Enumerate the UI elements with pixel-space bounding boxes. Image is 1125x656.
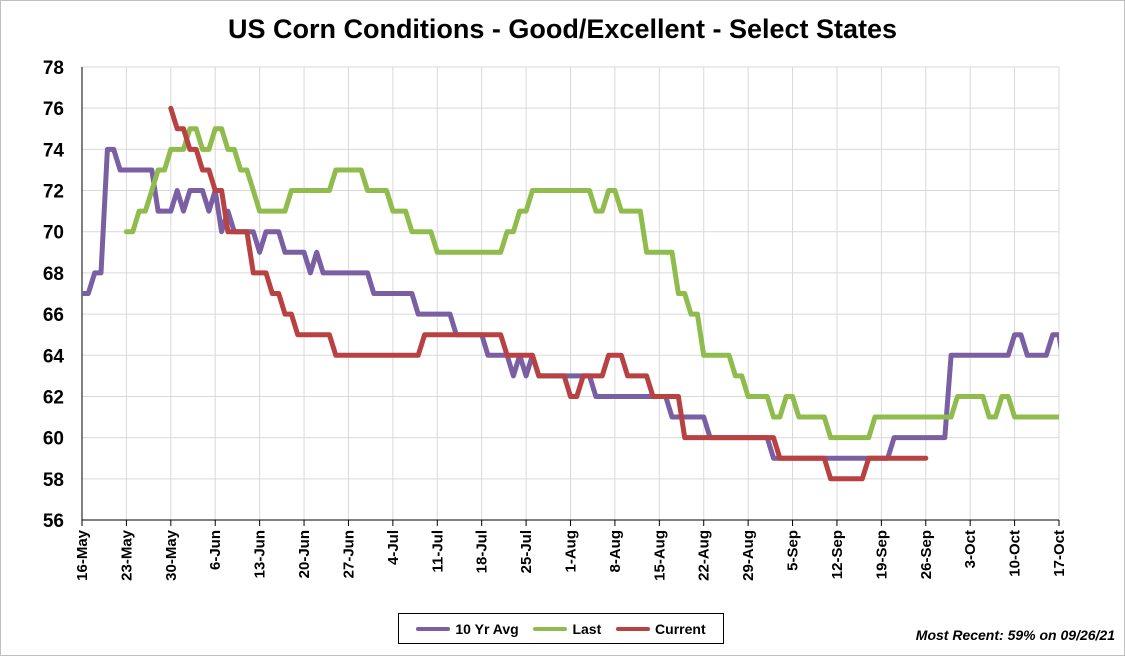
legend: 10 Yr Avg Last Current [398, 613, 724, 644]
x-tick-label: 15-Aug [651, 530, 668, 581]
legend-entry-current: Current [616, 621, 706, 637]
x-tick-label: 30-May [163, 529, 180, 581]
y-tick-label: 76 [43, 99, 64, 120]
y-tick-labels: 56 58 60 62 64 66 68 70 72 74 76 78 [43, 58, 65, 532]
y-tick-label: 70 [43, 223, 64, 244]
legend-swatch-current [616, 626, 651, 631]
y-tick-label: 74 [43, 140, 65, 161]
y-tick-label: 62 [43, 387, 64, 408]
x-tick-label: 20-Jun [296, 530, 313, 578]
chart-title: US Corn Conditions - Good/Excellent - Se… [227, 14, 898, 44]
series-line-10-yr-avg [82, 146, 1059, 461]
x-tick-label: 1-Aug [563, 530, 580, 573]
legend-entry-10yr-avg: 10 Yr Avg [416, 620, 519, 637]
series-line-current [168, 105, 929, 482]
y-tick-label: 68 [43, 264, 64, 285]
y-tick-label: 64 [43, 346, 65, 367]
y-tick-label: 78 [43, 58, 64, 79]
most-recent-date: on 09/26/21 [1035, 627, 1115, 643]
y-tick-label: 72 [43, 182, 64, 203]
legend-label-10yr-avg: 10 Yr Avg [455, 620, 519, 637]
x-tick-labels: 16-May 23-May 30-May 6-Jun 13-Jun 20-Jun 27-Ju… [74, 529, 1068, 581]
x-tick-label: 26-Sep [918, 530, 935, 579]
x-tick-label: 27-Jun [340, 530, 357, 578]
y-tick-label: 56 [43, 511, 64, 532]
y-tick-label: 58 [43, 470, 64, 491]
x-tick-label: 18-Jul [474, 530, 491, 573]
x-tick-label: 16-May [74, 529, 91, 581]
x-tick-label: 10-Oct [1007, 530, 1024, 577]
most-recent-value: 59% [1007, 627, 1036, 643]
y-tick-label: 66 [43, 305, 64, 326]
x-tick-label: 29-Aug [740, 530, 757, 581]
most-recent-note: Most Recent: 59% on 09/26/21 [916, 627, 1115, 643]
x-tick-label: 4-Jul [385, 530, 402, 565]
x-tick-label: 19-Sep [873, 530, 890, 579]
legend-label-current: Current [655, 620, 706, 637]
series-line-last [123, 126, 1059, 441]
legend-label-last: Last [572, 620, 602, 637]
x-tick-label: 17-Oct [1051, 530, 1068, 577]
x-tick-label: 23-May [118, 529, 135, 581]
x-tick-label: 25-Jul [518, 530, 535, 573]
x-tick-label: 12-Sep [829, 530, 846, 579]
series-lines [82, 105, 1059, 482]
legend-swatch-last [533, 626, 568, 631]
y-tick-label: 60 [43, 429, 64, 450]
grid-lines [81, 66, 1060, 521]
x-tick-label: 13-Jun [252, 530, 269, 578]
x-tick-label: 22-Aug [696, 530, 713, 581]
x-tick-label: 8-Aug [607, 530, 624, 573]
legend-swatch-10yr-avg [416, 626, 451, 631]
x-tick-label: 11-Jul [429, 530, 446, 573]
x-tick-label: 5-Sep [785, 530, 802, 571]
legend-entry-last: Last [533, 621, 601, 637]
x-tick-label: 6-Jun [207, 530, 224, 570]
x-tick-label: 3-Oct [962, 530, 979, 568]
most-recent-label: Most Recent: [915, 627, 1008, 643]
